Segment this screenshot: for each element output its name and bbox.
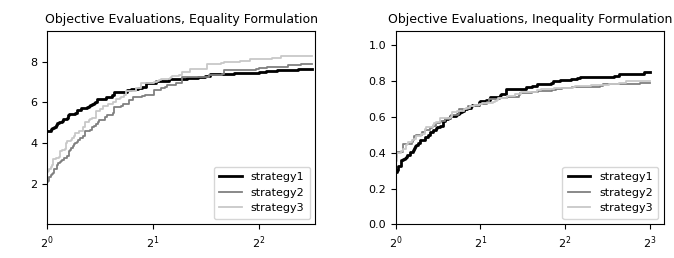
Line: strategy2: strategy2 [47, 64, 311, 182]
strategy1 [205, 75, 213, 78]
strategy1 [307, 67, 315, 70]
strategy2 [392, 155, 400, 158]
strategy1 [201, 75, 209, 78]
strategy1 [392, 170, 400, 173]
strategy2 [266, 66, 274, 69]
strategy2 [205, 73, 213, 76]
strategy1 [621, 72, 630, 76]
strategy3 [543, 87, 551, 91]
strategy1 [605, 75, 613, 78]
strategy3 [605, 83, 613, 86]
strategy1 [295, 67, 303, 70]
strategy2 [200, 76, 208, 79]
strategy3 [646, 80, 654, 83]
strategy3 [283, 54, 291, 58]
strategy2 [542, 89, 550, 92]
Line: strategy3: strategy3 [396, 82, 650, 160]
strategy3 [266, 58, 274, 61]
Legend: strategy1, strategy2, strategy3: strategy1, strategy2, strategy3 [214, 167, 310, 219]
Line: strategy1: strategy1 [396, 72, 650, 172]
strategy2 [44, 179, 52, 182]
strategy1 [646, 71, 654, 74]
Line: strategy1: strategy1 [47, 69, 311, 131]
strategy2 [283, 65, 291, 68]
strategy2 [392, 154, 400, 157]
strategy3 [621, 80, 630, 83]
strategy2 [297, 63, 305, 66]
strategy1 [392, 168, 400, 171]
strategy3 [200, 67, 208, 70]
strategy3 [542, 87, 550, 91]
strategy1 [200, 75, 208, 78]
Line: strategy3: strategy3 [47, 55, 311, 172]
strategy3 [201, 67, 209, 70]
Line: strategy2: strategy2 [396, 83, 650, 157]
Title: Objective Evaluations, Equality Formulation: Objective Evaluations, Equality Formulat… [44, 13, 317, 26]
strategy1 [44, 129, 52, 132]
strategy2 [605, 82, 613, 85]
strategy3 [547, 87, 555, 91]
strategy1 [283, 69, 291, 72]
strategy2 [543, 89, 551, 92]
strategy2 [201, 76, 209, 79]
Legend: strategy1, strategy2, strategy3: strategy1, strategy2, strategy3 [562, 167, 658, 219]
strategy3 [392, 152, 400, 155]
strategy3 [623, 80, 631, 83]
strategy1 [266, 69, 274, 72]
strategy3 [44, 169, 52, 172]
strategy3 [307, 54, 315, 57]
strategy1 [640, 71, 648, 74]
strategy2 [547, 89, 555, 92]
strategy1 [542, 82, 550, 85]
strategy3 [205, 63, 213, 66]
Title: Objective Evaluations, Inequality Formulation: Objective Evaluations, Inequality Formul… [388, 13, 672, 26]
strategy1 [43, 129, 51, 132]
strategy2 [43, 180, 51, 183]
strategy2 [307, 63, 315, 66]
strategy3 [392, 159, 400, 162]
strategy1 [543, 82, 551, 85]
strategy1 [547, 82, 555, 85]
strategy3 [43, 171, 51, 174]
strategy2 [646, 81, 654, 84]
strategy2 [621, 82, 630, 85]
